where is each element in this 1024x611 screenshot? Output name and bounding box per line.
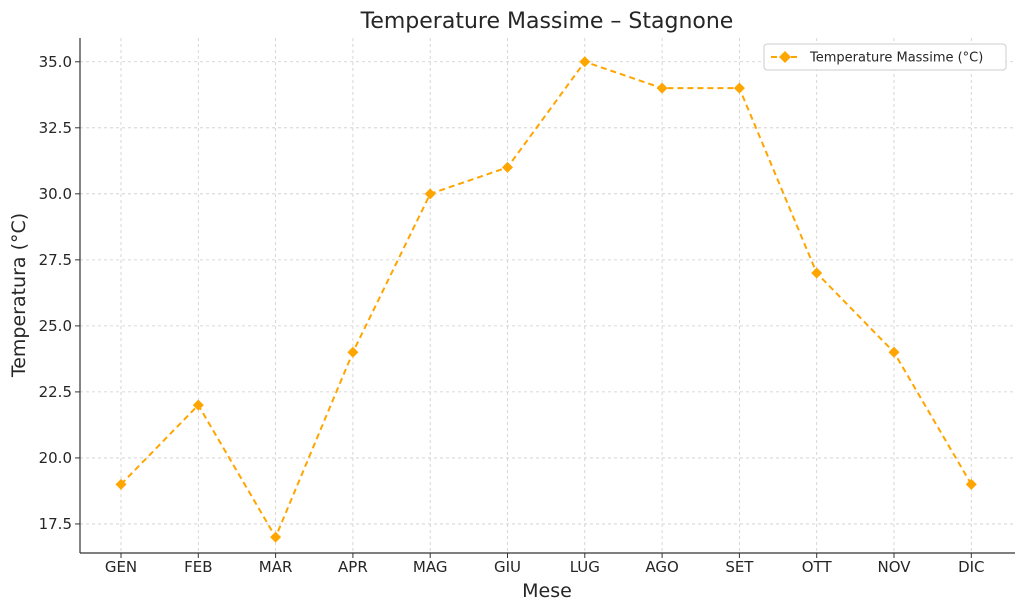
x-axis-title: Mese <box>522 580 572 602</box>
data-point-marker[interactable] <box>115 478 127 490</box>
y-tick-label: 35.0 <box>39 53 72 71</box>
y-ticks: 17.5 20.0 22.5 25.0 27.5 30.0 32.5 35.0 <box>39 53 80 533</box>
y-tick-label: 32.5 <box>39 119 72 137</box>
data-point-marker[interactable] <box>888 346 900 358</box>
x-tick-label: DIC <box>958 558 984 576</box>
axes <box>79 38 1015 554</box>
data-point-marker[interactable] <box>811 267 823 279</box>
data-point-marker[interactable] <box>347 346 359 358</box>
x-tick-label: NOV <box>877 558 911 576</box>
x-tick-label: APR <box>338 558 368 576</box>
y-tick-label: 27.5 <box>39 251 72 269</box>
legend[interactable]: Temperature Massime (°C) <box>763 43 1007 71</box>
y-tick-label: 22.5 <box>39 383 72 401</box>
legend-diamond-marker <box>779 51 791 63</box>
x-tick-label: GEN <box>105 558 137 576</box>
x-tick-label: FEB <box>184 558 212 576</box>
x-tick-label: LUG <box>570 558 600 576</box>
y-axis-title: Temperatura (°C) <box>8 213 30 378</box>
x-tick-label: MAR <box>259 558 293 576</box>
data-point-marker[interactable] <box>965 478 977 490</box>
x-tick-label: AGO <box>645 558 678 576</box>
y-tick-label: 20.0 <box>39 449 72 467</box>
series <box>115 56 977 543</box>
x-tick-label: MAG <box>413 558 448 576</box>
x-tick-label: OTT <box>802 558 833 576</box>
legend-label: Temperature Massime (°C) <box>809 51 983 66</box>
y-tick-label: 30.0 <box>39 185 72 203</box>
x-ticks: GEN FEB MAR APR MAG GIU LUG AGO SET OTT NOV DIC <box>105 553 985 576</box>
legend-box <box>763 43 1007 71</box>
data-point-marker[interactable] <box>733 82 745 94</box>
data-point-marker[interactable] <box>192 399 204 411</box>
data-point-marker[interactable] <box>502 161 513 173</box>
y-tick-label: 25.0 <box>39 317 72 335</box>
x-tick-label: GIU <box>494 558 521 576</box>
x-tick-label: SET <box>725 558 754 576</box>
chart-title: Temperature Massime – Stagnone <box>360 9 734 34</box>
data-point-marker[interactable] <box>656 82 668 94</box>
series-line <box>120 60 973 539</box>
data-point-marker[interactable] <box>424 188 436 200</box>
y-tick-label: 17.5 <box>39 515 72 533</box>
data-point-marker[interactable] <box>579 56 591 68</box>
data-point-marker[interactable] <box>270 531 282 543</box>
grid <box>80 38 1015 553</box>
